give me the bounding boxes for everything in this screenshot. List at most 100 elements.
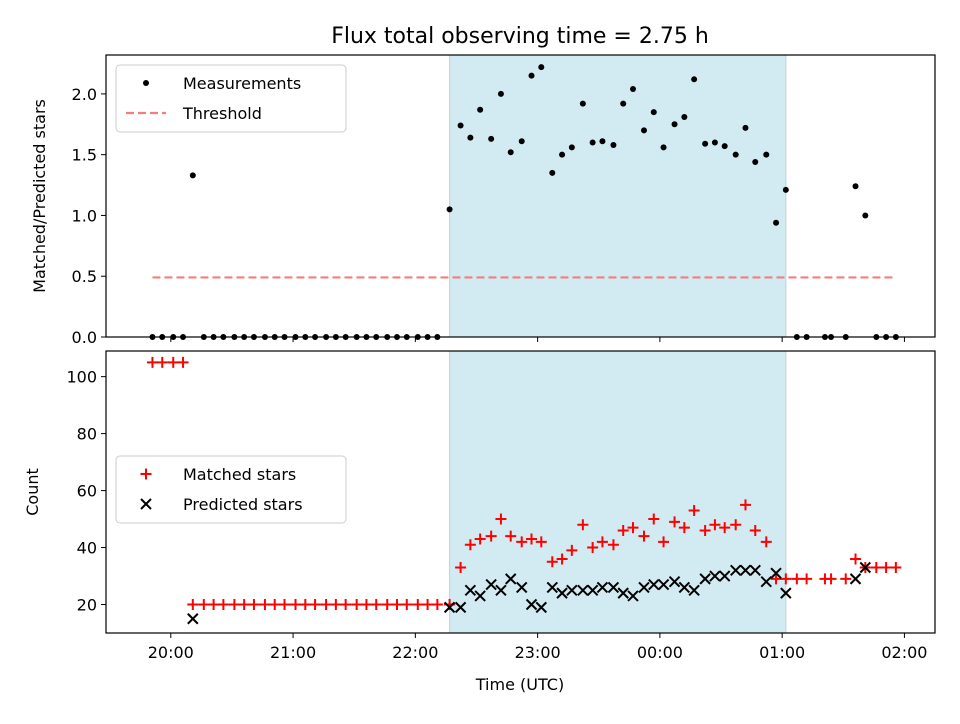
y-tick-label: 40 (77, 539, 97, 558)
measurement-point (763, 151, 770, 158)
measurement-point (691, 76, 698, 83)
measurement-point (497, 90, 504, 97)
matched-star-marker (208, 599, 220, 611)
matched-star-marker (259, 599, 271, 611)
matched-star-marker (577, 519, 589, 531)
x-tick-label: 00:00 (637, 643, 683, 662)
matched-star-marker (678, 522, 690, 534)
observing-span (449, 54, 787, 338)
legend-predicted-swatch (140, 498, 152, 510)
matched-star-marker (330, 599, 342, 611)
matched-star-marker (526, 533, 538, 545)
predicted-star-marker (780, 587, 792, 599)
measurement-point (538, 64, 545, 71)
measurement-point (528, 72, 535, 79)
predicted-star-marker (577, 584, 589, 596)
matched-star-marker (455, 561, 467, 573)
matched-star-marker (320, 599, 332, 611)
legend-box (115, 64, 347, 133)
chart-title: Flux total observing time = 2.75 h (331, 24, 709, 49)
matched-star-marker (749, 524, 761, 536)
matched-star-marker (587, 542, 599, 554)
matched-star-marker (279, 599, 291, 611)
matched-star-marker (370, 599, 382, 611)
matched-star-marker (658, 536, 670, 548)
measurement-point (752, 158, 759, 165)
predicted-star-marker (678, 581, 691, 594)
matched-star-marker (880, 561, 892, 573)
matched-star-marker (340, 599, 352, 611)
measurement-point (629, 86, 636, 93)
measurement-point (568, 144, 575, 151)
predicted-star-marker (535, 601, 547, 614)
measurement-point (721, 143, 728, 150)
measurement-point (559, 151, 566, 158)
predicted-star-marker (718, 570, 731, 582)
predicted-star-marker (699, 573, 711, 585)
matched-star-marker (607, 539, 619, 551)
matched-star-marker (495, 513, 507, 525)
measurement-point (773, 219, 780, 226)
measurement-point (711, 139, 718, 146)
predicted-star-marker (668, 576, 681, 588)
measurement-point (640, 127, 647, 134)
matched-star-marker (840, 573, 852, 585)
matched-star-marker (648, 513, 660, 525)
matched-star-marker (850, 553, 862, 565)
matched-star-marker (187, 599, 199, 611)
matched-star-marker (546, 556, 558, 568)
predicted-star-marker (495, 584, 507, 596)
matched-star-marker (391, 599, 403, 611)
predicted-star-marker (688, 584, 700, 596)
measurement-point (189, 172, 196, 179)
predicted-star-marker (586, 584, 599, 596)
predicted-star-marker (739, 564, 752, 577)
matched-star-marker (760, 536, 772, 548)
matched-star-marker (596, 536, 608, 548)
measurement-point (681, 113, 688, 120)
predicted-star-marker (454, 601, 467, 614)
matched-star-marker (709, 519, 721, 531)
measurement-point (742, 124, 749, 131)
legend-label: Measurements (183, 74, 301, 93)
matched-star-marker (431, 599, 443, 611)
matched-star-marker (290, 599, 302, 611)
matched-star-marker (156, 356, 168, 368)
measurement-point (446, 206, 453, 213)
predicted-star-marker (485, 578, 497, 591)
matched-star-marker (770, 573, 782, 585)
y-tick-label: 0.5 (72, 267, 97, 286)
matched-star-marker (780, 573, 792, 585)
matched-star-marker (248, 599, 260, 611)
legend-measurement-swatch (143, 80, 149, 86)
matched-star-marker (566, 544, 578, 556)
measurement-point (477, 106, 484, 113)
matched-star-marker (167, 356, 179, 368)
measurement-point (610, 141, 617, 148)
predicted-star-marker (443, 601, 456, 614)
bottom-panel-counts: 20:00 21:00 22:00 23:00 00:00 01:00 02:00 20 40 6… (66, 350, 936, 662)
x-tick-label: 01:00 (759, 643, 805, 662)
axes-frame (105, 350, 936, 634)
matched-star-marker (299, 599, 311, 611)
matched-star-marker (485, 530, 497, 542)
measurement-point (549, 169, 556, 176)
matched-star-marker (890, 561, 902, 573)
matched-star-marker (228, 599, 240, 611)
matched-star-marker (638, 530, 650, 542)
y-tick-label: 20 (77, 596, 97, 615)
legend: Matched stars Predicted stars (115, 455, 347, 524)
measurement-point (852, 183, 859, 190)
measurement-point (862, 212, 869, 219)
measurement-point (457, 122, 464, 129)
predicted-star-marker (516, 581, 528, 594)
predicted-star-marker (749, 564, 761, 577)
matched-star-marker (474, 533, 486, 545)
predicted-star-marker (617, 587, 629, 599)
measurement-point (620, 100, 627, 107)
predicted-star-marker (566, 584, 578, 596)
matched-star-marker (217, 599, 229, 611)
predicted-star-marker (474, 590, 486, 602)
measurement-point (507, 149, 514, 156)
